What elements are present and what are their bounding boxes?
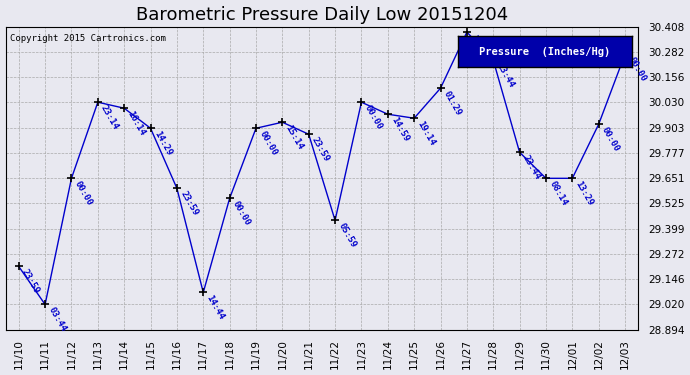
Text: 23:59: 23:59: [178, 190, 199, 217]
Text: 23:44: 23:44: [521, 154, 542, 182]
Text: 00:00: 00:00: [363, 104, 384, 131]
Text: 23:59: 23:59: [20, 268, 41, 296]
Text: 23:44: 23:44: [495, 62, 516, 89]
Text: 00:00: 00:00: [231, 200, 253, 228]
Text: 03:44: 03:44: [46, 306, 68, 334]
Text: Copyright 2015 Cartronics.com: Copyright 2015 Cartronics.com: [10, 34, 166, 43]
Title: Barometric Pressure Daily Low 20151204: Barometric Pressure Daily Low 20151204: [136, 6, 508, 24]
Text: 19:14: 19:14: [415, 120, 437, 147]
Text: 23:14: 23:14: [99, 104, 121, 131]
Text: 16:14: 16:14: [126, 110, 147, 137]
Text: 13:29: 13:29: [573, 180, 595, 207]
Text: 05:59: 05:59: [337, 222, 357, 249]
Text: 14:59: 14:59: [389, 116, 411, 143]
Text: 00:00: 00:00: [627, 56, 648, 83]
Text: 15:14: 15:14: [284, 124, 305, 152]
Text: 14:44: 14:44: [205, 294, 226, 322]
Text: 00:00: 00:00: [73, 180, 94, 207]
Text: 23:59: 23:59: [310, 136, 331, 164]
Text: 00:00: 00:00: [600, 126, 621, 153]
Text: 14:29: 14:29: [152, 130, 173, 158]
Text: 16:29: 16:29: [469, 33, 489, 61]
Text: 00:00: 00:00: [257, 130, 279, 158]
Text: 08:14: 08:14: [547, 180, 569, 207]
Text: 01:29: 01:29: [442, 90, 463, 117]
